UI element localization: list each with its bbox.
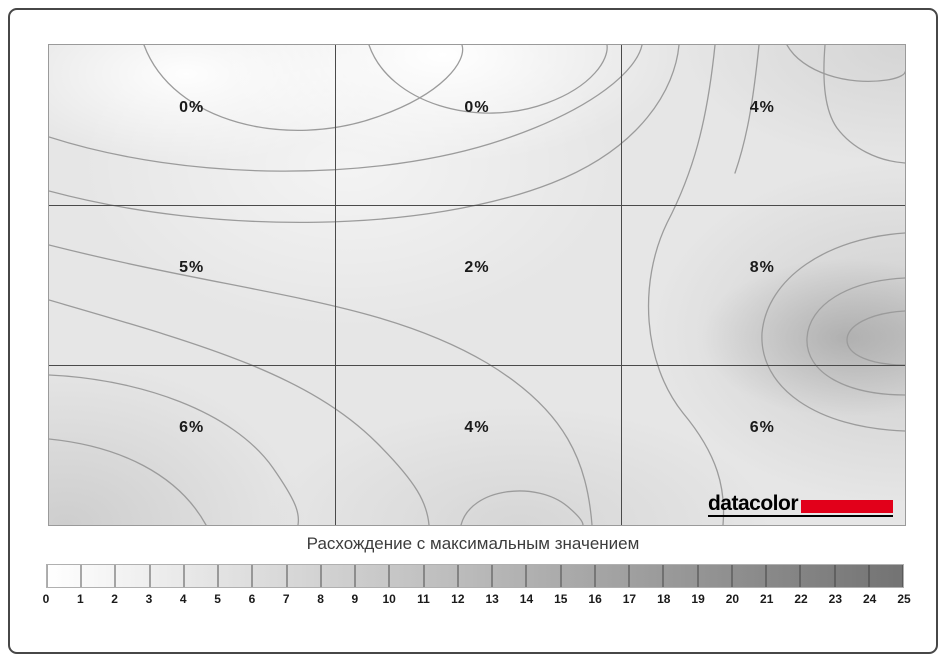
colorbar-tick-label: 21 (760, 592, 774, 606)
colorbar-gradient (46, 564, 904, 588)
grid-line-vertical-2 (621, 45, 622, 525)
cell-value-label: 2% (464, 259, 490, 276)
contour-lines (49, 45, 905, 525)
colorbar-tick-label: 1 (76, 592, 84, 606)
report-frame: 0% 0% 4% 5% 2% 8% 6% 4% 6% datacolor Расхождение… (8, 8, 938, 654)
colorbar-tick (457, 565, 459, 587)
colorbar-tick (217, 565, 219, 587)
colorbar-tick-label: 18 (657, 592, 671, 606)
colorbar-tick (183, 565, 185, 587)
colorbar-tick (628, 565, 630, 587)
colorbar-title: Расхождение с максимальным значением (306, 534, 640, 553)
colorbar-tick (799, 565, 801, 587)
colorbar-tick-label: 6 (248, 592, 256, 606)
colorbar-tick (662, 565, 664, 587)
cell-value-label: 0% (179, 99, 205, 116)
colorbar-tick (80, 565, 82, 587)
colorbar-tick-label: 5 (214, 592, 221, 606)
colorbar-tick-label: 24 (862, 592, 877, 606)
colorbar-tick-label: 22 (794, 592, 808, 606)
colorbar-tick (697, 565, 699, 587)
logo-red-bar (801, 500, 893, 513)
colorbar: 0 1 2 3 4 5 6 7 8 9 10 11 12 13 14 15 16 17 18 19 20 21 22 23 24… (42, 564, 911, 608)
cell-value-label: 4% (749, 99, 775, 116)
colorbar-tick-label: 4 (179, 592, 187, 606)
colorbar-tick (491, 565, 493, 587)
colorbar-tick (354, 565, 356, 587)
cell-value-label: 6% (179, 419, 205, 436)
colorbar-tick (114, 565, 116, 587)
colorbar-tick-label: 10 (382, 592, 396, 606)
colorbar-tick-label: 16 (588, 592, 602, 606)
colorbar-tick-label: 13 (485, 592, 499, 606)
colorbar-tick (149, 565, 151, 587)
colorbar-tick-label: 19 (691, 592, 705, 606)
grid-line-horizontal-2 (49, 365, 905, 366)
uniformity-contour-plot: 0% 0% 4% 5% 2% 8% 6% 4% 6% datacolor (48, 44, 906, 526)
colorbar-tick-label: 20 (725, 592, 740, 606)
colorbar-tick (423, 565, 425, 587)
colorbar-tick (731, 565, 733, 587)
colorbar-tick-label: 17 (622, 592, 637, 606)
colorbar-tick-label: 3 (145, 592, 153, 606)
colorbar-tick (388, 565, 390, 587)
colorbar-tick (902, 565, 903, 587)
colorbar-tick-label: 14 (519, 592, 534, 606)
colorbar-tick (560, 565, 562, 587)
cell-value-label: 6% (749, 419, 775, 436)
colorbar-tick (525, 565, 527, 587)
colorbar-tick-label: 9 (351, 592, 359, 606)
colorbar-tick (320, 565, 322, 587)
grid-line-horizontal-1 (49, 205, 905, 206)
colorbar-tick-label: 7 (282, 592, 290, 606)
cell-value-label: 0% (464, 99, 490, 116)
colorbar-tick (765, 565, 767, 587)
colorbar-tick-label: 8 (317, 592, 324, 606)
cell-value-label: 5% (179, 259, 205, 276)
colorbar-tick (286, 565, 288, 587)
colorbar-tick-label: 25 (897, 592, 911, 606)
colorbar-tick (47, 565, 48, 587)
colorbar-tick-label: 23 (828, 592, 843, 606)
colorbar-tick (868, 565, 870, 587)
cell-value-label: 8% (749, 259, 775, 276)
colorbar-tick (251, 565, 253, 587)
colorbar-tick (594, 565, 596, 587)
datacolor-logo-text: datacolor (707, 492, 799, 515)
datacolor-logo: datacolor (707, 492, 893, 517)
cell-value-label: 4% (464, 419, 490, 436)
colorbar-tick-label: 2 (111, 592, 118, 606)
grid-line-vertical-1 (335, 45, 336, 525)
value-labels-grid: 0% 0% 4% 5% 2% 8% 6% 4% 6% (49, 45, 905, 525)
colorbar-tick-label: 15 (554, 592, 568, 606)
colorbar-tick-labels: 0 1 2 3 4 5 6 7 8 9 10 11 12 13 14 15 16 17 18 19 20 21 22 23 24… (42, 592, 911, 606)
colorbar-tick-label: 0 (42, 592, 50, 606)
colorbar-tick-label: 11 (417, 592, 430, 606)
colorbar-tick-label: 12 (451, 592, 465, 606)
colorbar-tick (834, 565, 836, 587)
